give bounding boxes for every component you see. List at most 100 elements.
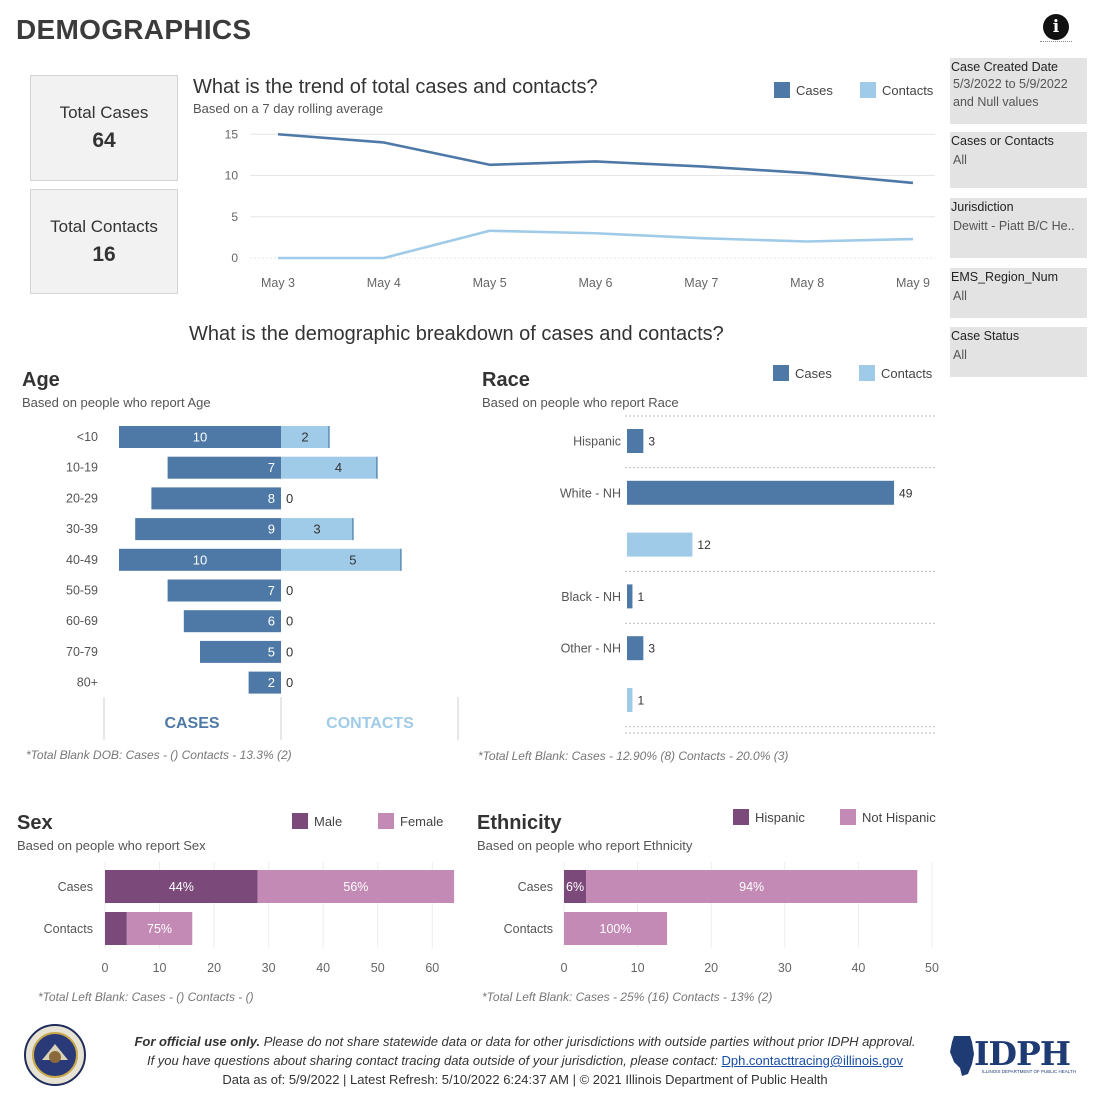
- age-category-label: 70-79: [66, 645, 98, 659]
- female-swatch: [378, 813, 394, 829]
- age-contacts-value: 4: [335, 460, 342, 475]
- legend-label: Cases: [795, 365, 832, 381]
- stack-segment-male: [105, 912, 127, 945]
- stack-segment-male: [105, 870, 258, 903]
- filter-ems-region[interactable]: EMS_Region_Num All: [950, 268, 1087, 318]
- age-contacts-value: 0: [286, 614, 293, 629]
- x-tick-label: 20: [704, 961, 718, 975]
- cases-swatch: [773, 365, 789, 381]
- legend-label: Contacts: [882, 82, 934, 98]
- age-category-label: 40-49: [66, 553, 98, 567]
- age-note: *Total Blank DOB: Cases - () Contacts - …: [26, 748, 292, 762]
- age-cases-bar: [183, 610, 281, 633]
- x-tick-label: 0: [102, 961, 109, 975]
- race-bar-value: 1: [637, 590, 644, 604]
- contacts-column-header: CONTACTS: [326, 715, 414, 732]
- total-contacts-card: Total Contacts 16: [30, 189, 178, 294]
- idph-logo-text: IDPH: [974, 1034, 1071, 1073]
- race-category-label: Hispanic: [573, 435, 621, 449]
- legend-label: Contacts: [881, 365, 933, 381]
- filter-case-created-date[interactable]: Case Created Date 5/3/2022 to 5/9/2022 a…: [950, 58, 1087, 124]
- age-cases-bar: [167, 579, 281, 602]
- age-contacts-bar: [281, 548, 401, 571]
- age-category-label: 50-59: [66, 584, 98, 598]
- age-category-label: 10-19: [66, 461, 98, 475]
- filter-value: All: [953, 348, 967, 362]
- filter-jurisdiction[interactable]: Jurisdiction Dewitt - Piatt B/C He..: [950, 198, 1087, 258]
- contact-email-link[interactable]: Dph.contacttracing@illinois.gov: [721, 1053, 904, 1068]
- race-title: Race: [482, 369, 530, 391]
- age-subtitle: Based on people who report Age: [22, 395, 211, 410]
- total-contacts-value: 16: [92, 243, 116, 266]
- filter-value: All: [953, 153, 967, 167]
- x-tick-label: 40: [851, 961, 865, 975]
- age-cases-bar: [119, 548, 281, 571]
- ethnicity-legend-not-hispanic: Not Hispanic: [840, 809, 936, 825]
- total-contacts-label: Total Contacts: [50, 217, 158, 236]
- idph-logo-subtext: ILLINOIS DEPARTMENT OF PUBLIC HEALTH: [982, 1069, 1076, 1074]
- sex-subtitle: Based on people who report Sex: [17, 838, 206, 853]
- race-bar-value: 1: [637, 694, 644, 708]
- age-category-label: 80+: [77, 676, 98, 690]
- footer-line1: Please do not share statewide data or da…: [260, 1034, 916, 1049]
- age-cases-value: 6: [268, 614, 275, 629]
- trend-legend-cases: Cases: [774, 82, 833, 98]
- state-seal-logo: [24, 1024, 86, 1086]
- ethnicity-note: *Total Left Blank: Cases - 25% (16) Cont…: [482, 990, 773, 1004]
- stack-segment-not-hispanic: [586, 870, 918, 903]
- trend-title: What is the trend of total cases and con…: [193, 76, 598, 98]
- filter-label: Case Created Date: [951, 60, 1059, 74]
- filter-case-status[interactable]: Case Status All: [950, 327, 1087, 377]
- filter-label: Cases or Contacts: [951, 134, 1054, 148]
- stack-segment-label: 44%: [169, 880, 194, 894]
- x-tick-label: 30: [778, 961, 792, 975]
- y-tick-label: 10: [225, 169, 239, 183]
- race-category-label: Other - NH: [561, 642, 621, 656]
- cases-swatch: [774, 82, 790, 98]
- legend-label: Cases: [796, 82, 833, 98]
- x-tick-label: 40: [316, 961, 330, 975]
- cases-column-header: CASES: [164, 715, 219, 732]
- race-bar-value: 3: [648, 642, 655, 656]
- stack-segment-hispanic: [564, 870, 587, 903]
- age-contacts-value: 0: [286, 491, 293, 506]
- not-hispanic-swatch: [840, 809, 856, 825]
- stack-segment-not-hispanic: [564, 912, 668, 945]
- age-cases-bar: [119, 426, 281, 448]
- footer-text: For official use only. Please do not sha…: [100, 1032, 950, 1089]
- race-bar-contacts: [627, 532, 693, 557]
- stack-category-label: Cases: [518, 880, 553, 894]
- race-bar-cases: [627, 429, 644, 453]
- x-tick-label: 0: [561, 961, 568, 975]
- series-line-cases: [277, 132, 914, 185]
- race-bar-value: 49: [899, 486, 913, 500]
- illinois-map-icon: [950, 1036, 974, 1076]
- age-cases-bar: [200, 640, 281, 663]
- age-contacts-value: 3: [313, 522, 320, 537]
- stack-category-label: Contacts: [44, 922, 93, 936]
- legend-label: Female: [400, 813, 444, 829]
- race-bar-value: 12: [697, 538, 711, 552]
- age-cases-value: 10: [193, 430, 207, 445]
- sex-legend-male: Male: [292, 813, 342, 829]
- age-category-label: 30-39: [66, 522, 98, 536]
- age-contacts-value: 0: [286, 675, 293, 690]
- trend-subtitle: Based on a 7 day rolling average: [193, 101, 384, 116]
- age-cases-bar: [248, 671, 281, 694]
- age-cases-value: 8: [268, 491, 275, 506]
- x-tick-label: May 6: [578, 276, 612, 290]
- x-tick-label: May 3: [261, 276, 295, 290]
- info-icon[interactable]: i: [1043, 14, 1069, 40]
- stack-segment-label: 100%: [600, 922, 632, 936]
- contacts-swatch: [859, 365, 875, 381]
- race-bar-cases: [627, 480, 895, 505]
- age-category-label: 60-69: [66, 614, 98, 628]
- legend-label: Not Hispanic: [862, 809, 936, 825]
- race-legend-cases: Cases: [773, 365, 832, 381]
- ethnicity-subtitle: Based on people who report Ethnicity: [477, 838, 693, 853]
- age-cases-value: 7: [268, 460, 275, 475]
- trend-line-chart: 0 5 10 15 May 3 May 4 May 5 May 6 May 7 May 8 May …: [225, 127, 935, 290]
- filter-cases-or-contacts[interactable]: Cases or Contacts All: [950, 132, 1087, 188]
- age-category-label: <10: [77, 430, 98, 444]
- race-legend-contacts: Contacts: [859, 365, 932, 381]
